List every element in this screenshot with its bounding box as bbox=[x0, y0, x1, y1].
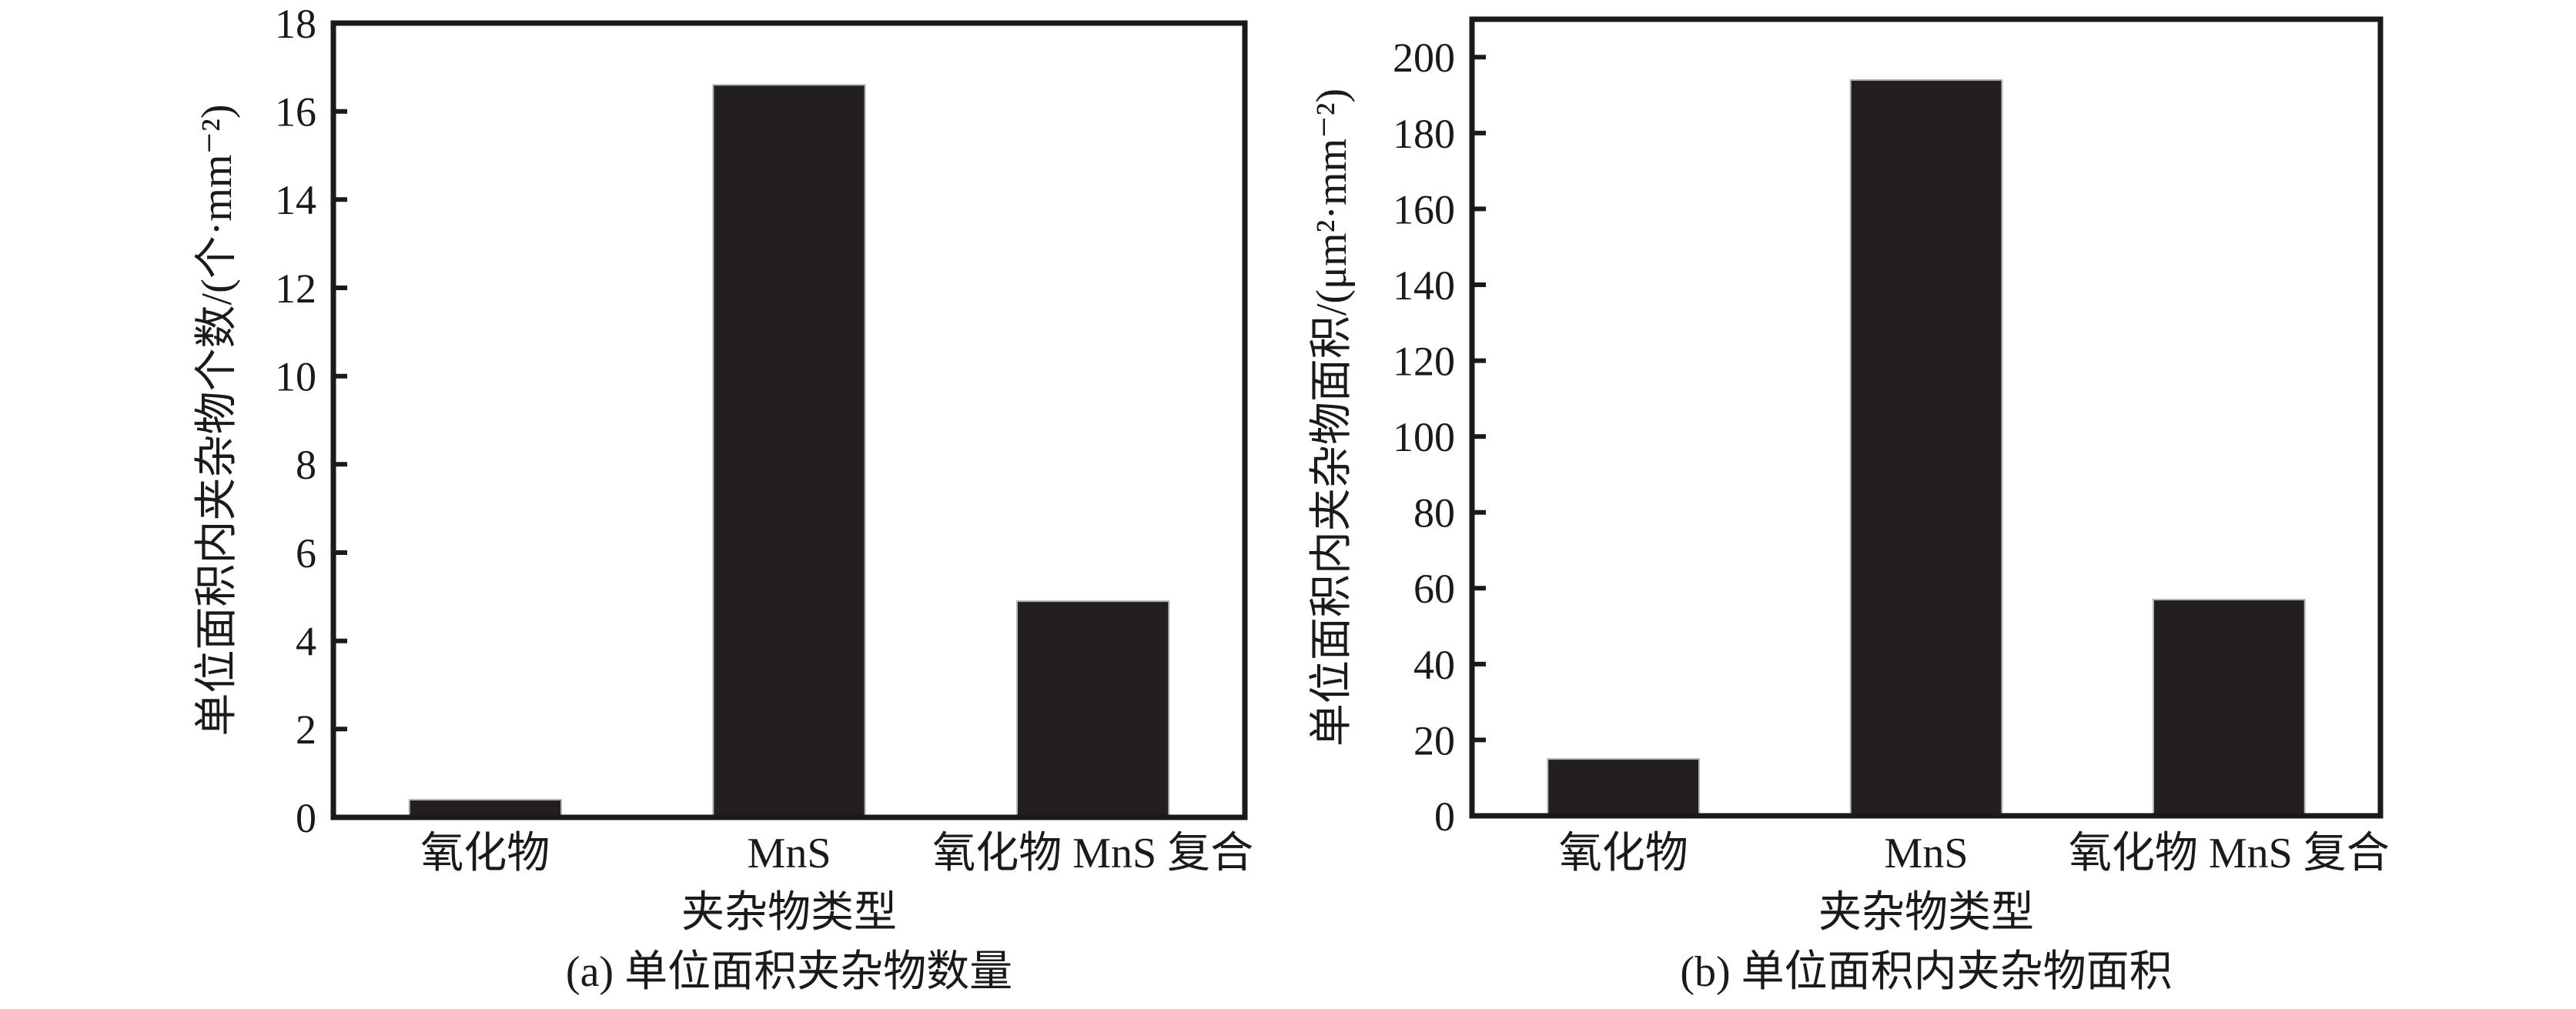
y-tick-label: 18 bbox=[275, 1, 316, 47]
chart-caption: (b) 单位面积内夹杂物面积 bbox=[1680, 948, 2172, 996]
y-tick-label: 12 bbox=[275, 266, 316, 312]
y-tick-label: 16 bbox=[275, 89, 316, 135]
x-category-label: 氧化物 MnS 复合 bbox=[2069, 830, 2390, 877]
x-category-label: MnS bbox=[1885, 830, 1969, 877]
y-tick-label: 120 bbox=[1393, 339, 1455, 385]
y-tick-label: 80 bbox=[1413, 490, 1455, 536]
bar-氧化物 MnS 复合 bbox=[2153, 599, 2306, 817]
y-axis-title: 单位面积内夹杂物面积/(μm²·mm⁻²) bbox=[1308, 89, 1356, 747]
y-tick-label: 14 bbox=[275, 177, 316, 223]
x-category-label: 氧化物 bbox=[1559, 830, 1688, 877]
y-tick-label: 200 bbox=[1393, 35, 1455, 81]
bar-氧化物 bbox=[1547, 758, 1701, 817]
y-tick-label: 6 bbox=[296, 530, 316, 576]
y-tick-label: 0 bbox=[1434, 794, 1455, 840]
x-axis-title: 夹杂物类型 bbox=[1818, 889, 2034, 937]
x-category-label: 氧化物 bbox=[420, 830, 550, 877]
y-tick-label: 2 bbox=[296, 707, 316, 753]
y-tick-label: 10 bbox=[275, 354, 316, 400]
y-tick-label: 4 bbox=[296, 619, 316, 665]
y-axis-title: 单位面积内夹杂物个数/(个·mm⁻²) bbox=[193, 105, 241, 737]
y-tick-label: 160 bbox=[1393, 186, 1455, 232]
y-tick-label: 100 bbox=[1393, 414, 1455, 460]
plot-frame bbox=[1469, 16, 2384, 819]
y-tick-label: 20 bbox=[1413, 717, 1455, 763]
x-category-label: MnS bbox=[748, 830, 831, 877]
bar-MnS bbox=[712, 84, 866, 819]
y-tick-label: 180 bbox=[1393, 111, 1455, 157]
y-tick-label: 8 bbox=[296, 442, 316, 488]
y-tick-label: 40 bbox=[1413, 642, 1455, 688]
x-category-label: 氧化物 MnS 复合 bbox=[932, 830, 1253, 877]
y-tick-label: 60 bbox=[1413, 566, 1455, 612]
plot-frame bbox=[330, 20, 1248, 820]
x-axis-title: 夹杂物类型 bbox=[681, 889, 897, 937]
y-tick-label: 0 bbox=[296, 795, 316, 841]
y-tick-label: 140 bbox=[1393, 262, 1455, 309]
bar-MnS bbox=[1849, 79, 2003, 817]
bar-氧化物 MnS 复合 bbox=[1016, 600, 1170, 818]
chart-caption: (a) 单位面积夹杂物数量 bbox=[566, 948, 1012, 996]
